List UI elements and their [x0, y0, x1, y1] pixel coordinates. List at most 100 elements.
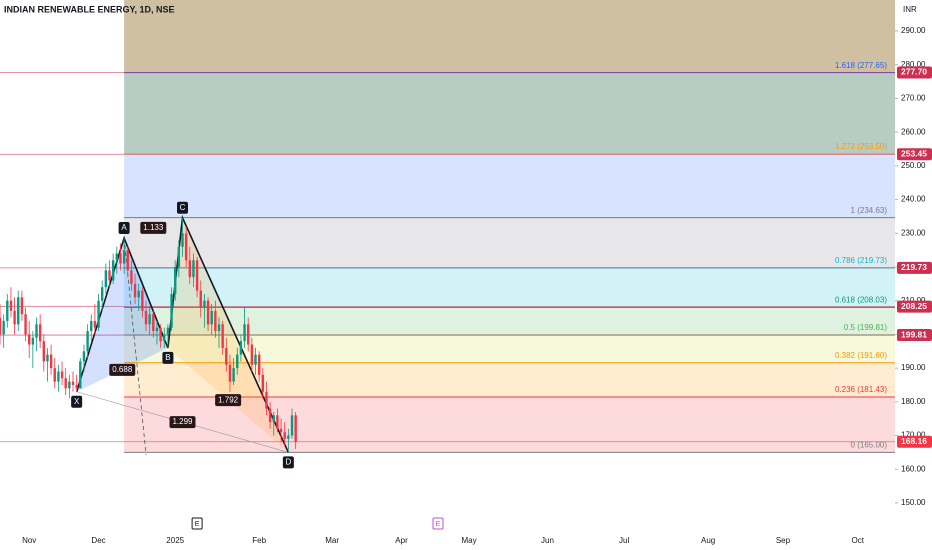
price-tag-label: 219.73 — [901, 262, 927, 272]
point-label: A — [121, 223, 127, 232]
price-tag-label: 199.81 — [901, 329, 927, 339]
ratio-badge — [215, 394, 242, 407]
price-tag — [897, 66, 932, 79]
candle-body — [0, 317, 2, 335]
candle-body — [265, 391, 268, 409]
candle-body — [122, 250, 126, 264]
event-label: E — [195, 521, 200, 528]
candle-body — [2, 320, 5, 335]
candle-body — [254, 354, 257, 365]
candle-body — [46, 354, 49, 362]
candle-body — [257, 354, 261, 375]
candle-body — [126, 250, 129, 271]
x-tick-label: May — [461, 536, 476, 545]
fib-zone — [124, 397, 895, 453]
point-badge — [177, 201, 189, 214]
x-tick-label: Oct — [852, 536, 865, 545]
candle-body — [290, 415, 294, 436]
candle-body — [163, 334, 166, 342]
y-tick-label: 290.00 — [901, 26, 926, 35]
candle-body — [57, 371, 60, 382]
fib-label: 0.786 (219.73) — [835, 256, 887, 265]
candle-body — [250, 344, 254, 365]
fib-label: 1.272 (253.50) — [835, 142, 887, 151]
candle-body — [82, 351, 86, 362]
x-tick-label: Dec — [91, 536, 105, 545]
candle-body — [104, 270, 108, 288]
candle-body — [97, 300, 100, 328]
price-tag-label: 168.16 — [901, 436, 927, 446]
candle-body — [93, 320, 97, 328]
candle-body — [90, 320, 93, 332]
y-tick-label: 270.00 — [901, 94, 926, 103]
x-tick-label: Sep — [776, 536, 791, 545]
fib-label: 1 (234.63) — [851, 206, 888, 215]
candle-body — [155, 327, 159, 332]
event-label: E — [436, 521, 441, 528]
candle-body — [206, 300, 210, 325]
candle-body — [101, 287, 104, 301]
candle-body — [294, 415, 297, 442]
candle-body — [236, 354, 239, 369]
x-tick-label: Jul — [619, 536, 629, 545]
candle-body — [203, 300, 206, 308]
point-label: D — [285, 458, 291, 467]
point-badge — [162, 351, 174, 364]
candle-body — [239, 341, 243, 355]
fib-label: 0 (165.00) — [851, 441, 888, 450]
candle-body — [38, 324, 42, 342]
candle-body — [144, 310, 148, 325]
fib-label: 1.618 (277.65) — [835, 61, 887, 70]
ratio-label: 1.792 — [218, 395, 239, 404]
x-tick-label: Aug — [701, 536, 715, 545]
point-label: B — [165, 353, 170, 362]
fib-zone — [124, 72, 895, 155]
candle-body — [152, 314, 155, 332]
candle-body — [184, 233, 188, 261]
candle-body — [214, 310, 217, 332]
price-tag — [897, 329, 932, 342]
ratio-label: 1.299 — [172, 417, 193, 426]
fib-zone — [124, 362, 895, 398]
candle-body — [31, 337, 35, 345]
candle-body — [247, 324, 250, 345]
candle-body — [60, 371, 64, 379]
candle-body — [232, 368, 235, 382]
ratio-badge — [140, 221, 167, 234]
point-badge — [118, 222, 130, 235]
y-tick-label: 230.00 — [901, 228, 926, 237]
candle-body — [159, 327, 162, 342]
ratio-label: 1.133 — [143, 223, 164, 232]
fib-label: 0.618 (208.03) — [835, 295, 887, 304]
price-tag-label: 253.45 — [901, 148, 927, 158]
candle-body — [268, 408, 272, 423]
fib-label: 0.236 (181.43) — [835, 385, 887, 394]
point-badge — [71, 395, 83, 408]
point-label: C — [180, 203, 186, 212]
event-marker — [191, 517, 203, 530]
candle-body — [115, 253, 119, 261]
candle-body — [71, 381, 75, 385]
price-tag — [897, 261, 932, 274]
x-tick-label: Nov — [22, 536, 36, 545]
candle-body — [174, 266, 177, 294]
candle-body — [28, 334, 31, 345]
candle-body — [111, 260, 115, 281]
event-marker — [432, 517, 444, 530]
candle-body — [86, 331, 89, 352]
price-tag — [897, 148, 932, 161]
candle-body — [133, 283, 137, 298]
candle-body — [35, 324, 38, 338]
candle-body — [192, 260, 195, 278]
candle-body — [141, 290, 144, 311]
candle-body — [49, 354, 53, 369]
price-tag-label: 208.25 — [901, 301, 927, 311]
candle-body — [287, 435, 290, 439]
ratio-label: 0.688 — [112, 365, 133, 374]
ratio-badge — [169, 416, 196, 429]
candle-body — [17, 297, 20, 325]
ratio-badge — [109, 363, 136, 376]
candle-body — [261, 374, 265, 392]
